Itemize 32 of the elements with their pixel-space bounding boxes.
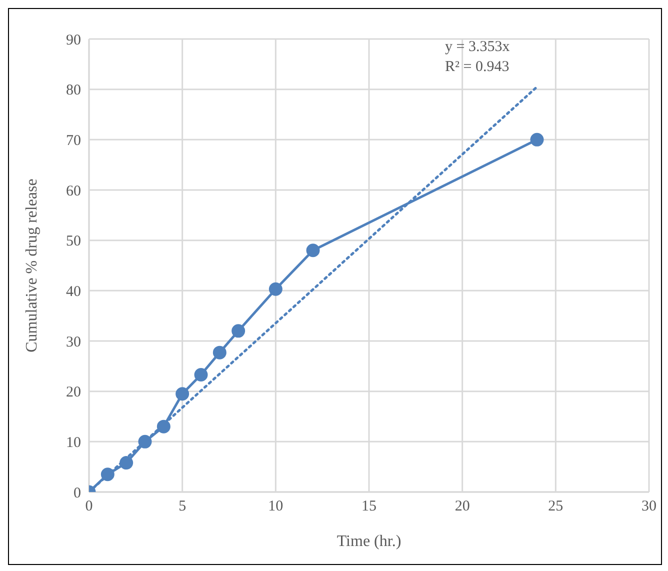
point: [120, 456, 134, 470]
point: [268, 282, 282, 296]
x-tick-label: 25: [548, 498, 564, 515]
annotation: R² = 0.943: [445, 58, 510, 77]
x-tick-label: 30: [642, 498, 656, 515]
y-tick-label: 50: [66, 234, 81, 250]
y-tick-label: 30: [66, 334, 81, 350]
y-tick-label: 90: [66, 32, 81, 48]
x-tick-label: 0: [85, 498, 93, 515]
x-tick-label: 15: [362, 498, 376, 515]
point: [212, 346, 226, 360]
point: [194, 368, 208, 382]
x-tick-label: 20: [454, 498, 470, 515]
point: [138, 434, 152, 448]
y-tick-label: 20: [66, 384, 81, 401]
y-tick-label: 40: [66, 284, 81, 300]
x-tick-label: 5: [178, 498, 186, 515]
y-tick-label: 0: [74, 485, 81, 502]
y-tick-label: 70: [66, 132, 81, 149]
point: [232, 324, 246, 338]
y-tick-label: 10: [66, 434, 81, 451]
point: [156, 420, 170, 434]
point: [176, 387, 190, 401]
x-tick-label: 10: [268, 498, 284, 515]
point: [306, 244, 320, 258]
y-axis-title: Cumulative % drug release: [24, 178, 41, 352]
y-tick-label: 80: [66, 82, 81, 99]
annotation: y = 3.353x: [445, 38, 510, 57]
y-tick-label: 60: [66, 183, 81, 200]
point: [530, 132, 544, 146]
point: [100, 468, 114, 482]
x-axis-title: Time (hr.): [336, 533, 402, 550]
